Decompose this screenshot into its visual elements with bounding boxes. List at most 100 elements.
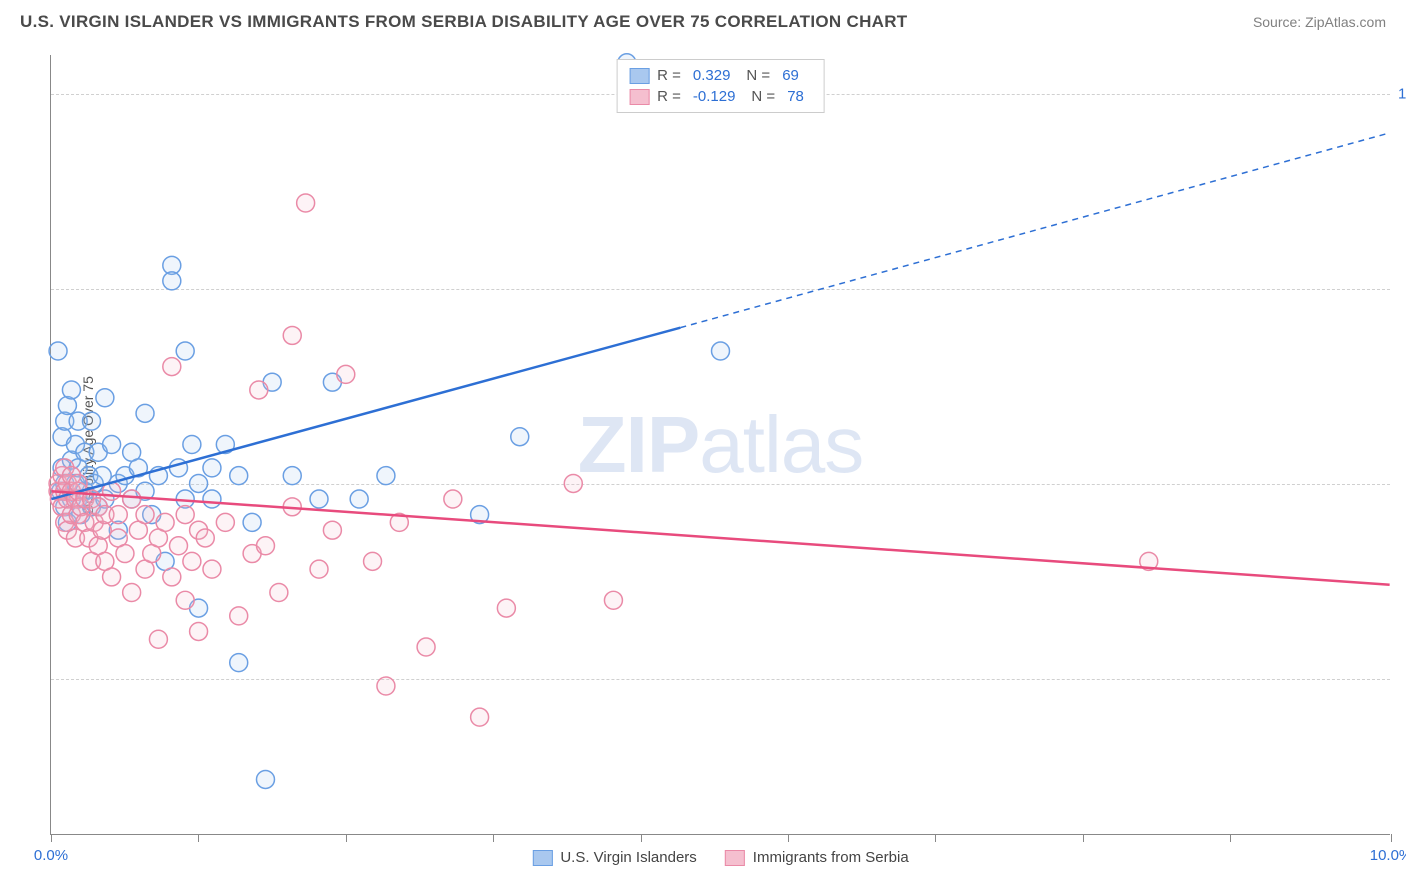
x-tick (1391, 834, 1392, 842)
scatter-point (230, 467, 248, 485)
scatter-point (103, 436, 121, 454)
scatter-point (256, 770, 274, 788)
scatter-point (176, 342, 194, 360)
scatter-point (310, 560, 328, 578)
scatter-point (243, 513, 261, 531)
legend-stat-row: R = 0.329 N = 69 (629, 65, 812, 86)
scatter-point (604, 591, 622, 609)
scatter-point (176, 591, 194, 609)
x-tick (641, 834, 642, 842)
scatter-point (96, 389, 114, 407)
scatter-point (270, 584, 288, 602)
n-value: 78 (787, 88, 804, 105)
scatter-point (230, 607, 248, 625)
scatter-point (511, 428, 529, 446)
legend-series-item: Immigrants from Serbia (725, 849, 909, 866)
scatter-point (564, 474, 582, 492)
scatter-point (283, 467, 301, 485)
scatter-point (183, 552, 201, 570)
legend-stat-row: R = -0.129 N = 78 (629, 86, 812, 107)
scatter-point (256, 537, 274, 555)
scatter-plot (51, 55, 1390, 834)
x-tick (51, 834, 52, 842)
x-tick (1083, 834, 1084, 842)
scatter-point (350, 490, 368, 508)
scatter-point (136, 404, 154, 422)
x-tick (788, 834, 789, 842)
scatter-point (136, 506, 154, 524)
scatter-point (156, 513, 174, 531)
legend-series-item: U.S. Virgin Islanders (532, 849, 696, 866)
scatter-point (444, 490, 462, 508)
scatter-point (203, 490, 221, 508)
scatter-point (183, 436, 201, 454)
x-tick-label: 10.0% (1370, 847, 1406, 864)
legend-swatch (629, 89, 649, 105)
scatter-point (109, 506, 127, 524)
trend-line-extrapolated (680, 133, 1389, 328)
scatter-point (49, 342, 67, 360)
scatter-point (377, 677, 395, 695)
x-tick (198, 834, 199, 842)
scatter-point (712, 342, 730, 360)
n-label: N = (746, 67, 770, 84)
scatter-point (163, 272, 181, 290)
scatter-point (93, 467, 111, 485)
scatter-point (190, 622, 208, 640)
scatter-point (170, 537, 188, 555)
trend-line (51, 491, 1389, 584)
scatter-point (103, 568, 121, 586)
scatter-point (196, 529, 214, 547)
scatter-point (123, 584, 141, 602)
scatter-point (203, 560, 221, 578)
x-tick (346, 834, 347, 842)
n-value: 69 (782, 67, 799, 84)
scatter-point (417, 638, 435, 656)
scatter-point (230, 654, 248, 672)
scatter-point (250, 381, 268, 399)
scatter-point (310, 490, 328, 508)
scatter-point (471, 708, 489, 726)
y-tick-label: 25.0% (1398, 671, 1406, 688)
scatter-point (149, 630, 167, 648)
x-tick (1230, 834, 1231, 842)
legend-series-label: U.S. Virgin Islanders (560, 849, 696, 866)
x-tick-label: 0.0% (34, 847, 68, 864)
scatter-point (216, 513, 234, 531)
scatter-point (323, 521, 341, 539)
y-tick-label: 75.0% (1398, 281, 1406, 298)
y-tick-label: 100.0% (1398, 86, 1406, 103)
source-label: Source: ZipAtlas.com (1253, 14, 1386, 30)
legend-series: U.S. Virgin Islanders Immigrants from Ser… (532, 849, 908, 866)
r-label: R = (657, 67, 681, 84)
chart-title: U.S. VIRGIN ISLANDER VS IMMIGRANTS FROM … (20, 12, 908, 32)
r-label: R = (657, 88, 681, 105)
scatter-point (83, 412, 101, 430)
scatter-point (377, 467, 395, 485)
legend-swatch (629, 68, 649, 84)
legend-swatch (725, 850, 745, 866)
scatter-point (337, 365, 355, 383)
scatter-point (176, 506, 194, 524)
scatter-point (297, 194, 315, 212)
legend-swatch (532, 850, 552, 866)
scatter-point (497, 599, 515, 617)
scatter-point (190, 474, 208, 492)
legend-stats: R = 0.329 N = 69 R = -0.129 N = 78 (616, 59, 825, 113)
scatter-point (116, 545, 134, 563)
scatter-point (203, 459, 221, 477)
x-tick (935, 834, 936, 842)
r-value: 0.329 (693, 67, 731, 84)
scatter-point (123, 490, 141, 508)
scatter-point (163, 568, 181, 586)
n-label: N = (751, 88, 775, 105)
legend-series-label: Immigrants from Serbia (753, 849, 909, 866)
scatter-point (364, 552, 382, 570)
r-value: -0.129 (693, 88, 736, 105)
scatter-point (163, 358, 181, 376)
scatter-point (283, 326, 301, 344)
chart-area: Disability Age Over 75 ZIPatlas 25.0%50.… (50, 55, 1390, 835)
x-tick (493, 834, 494, 842)
scatter-point (62, 381, 80, 399)
y-tick-label: 50.0% (1398, 476, 1406, 493)
